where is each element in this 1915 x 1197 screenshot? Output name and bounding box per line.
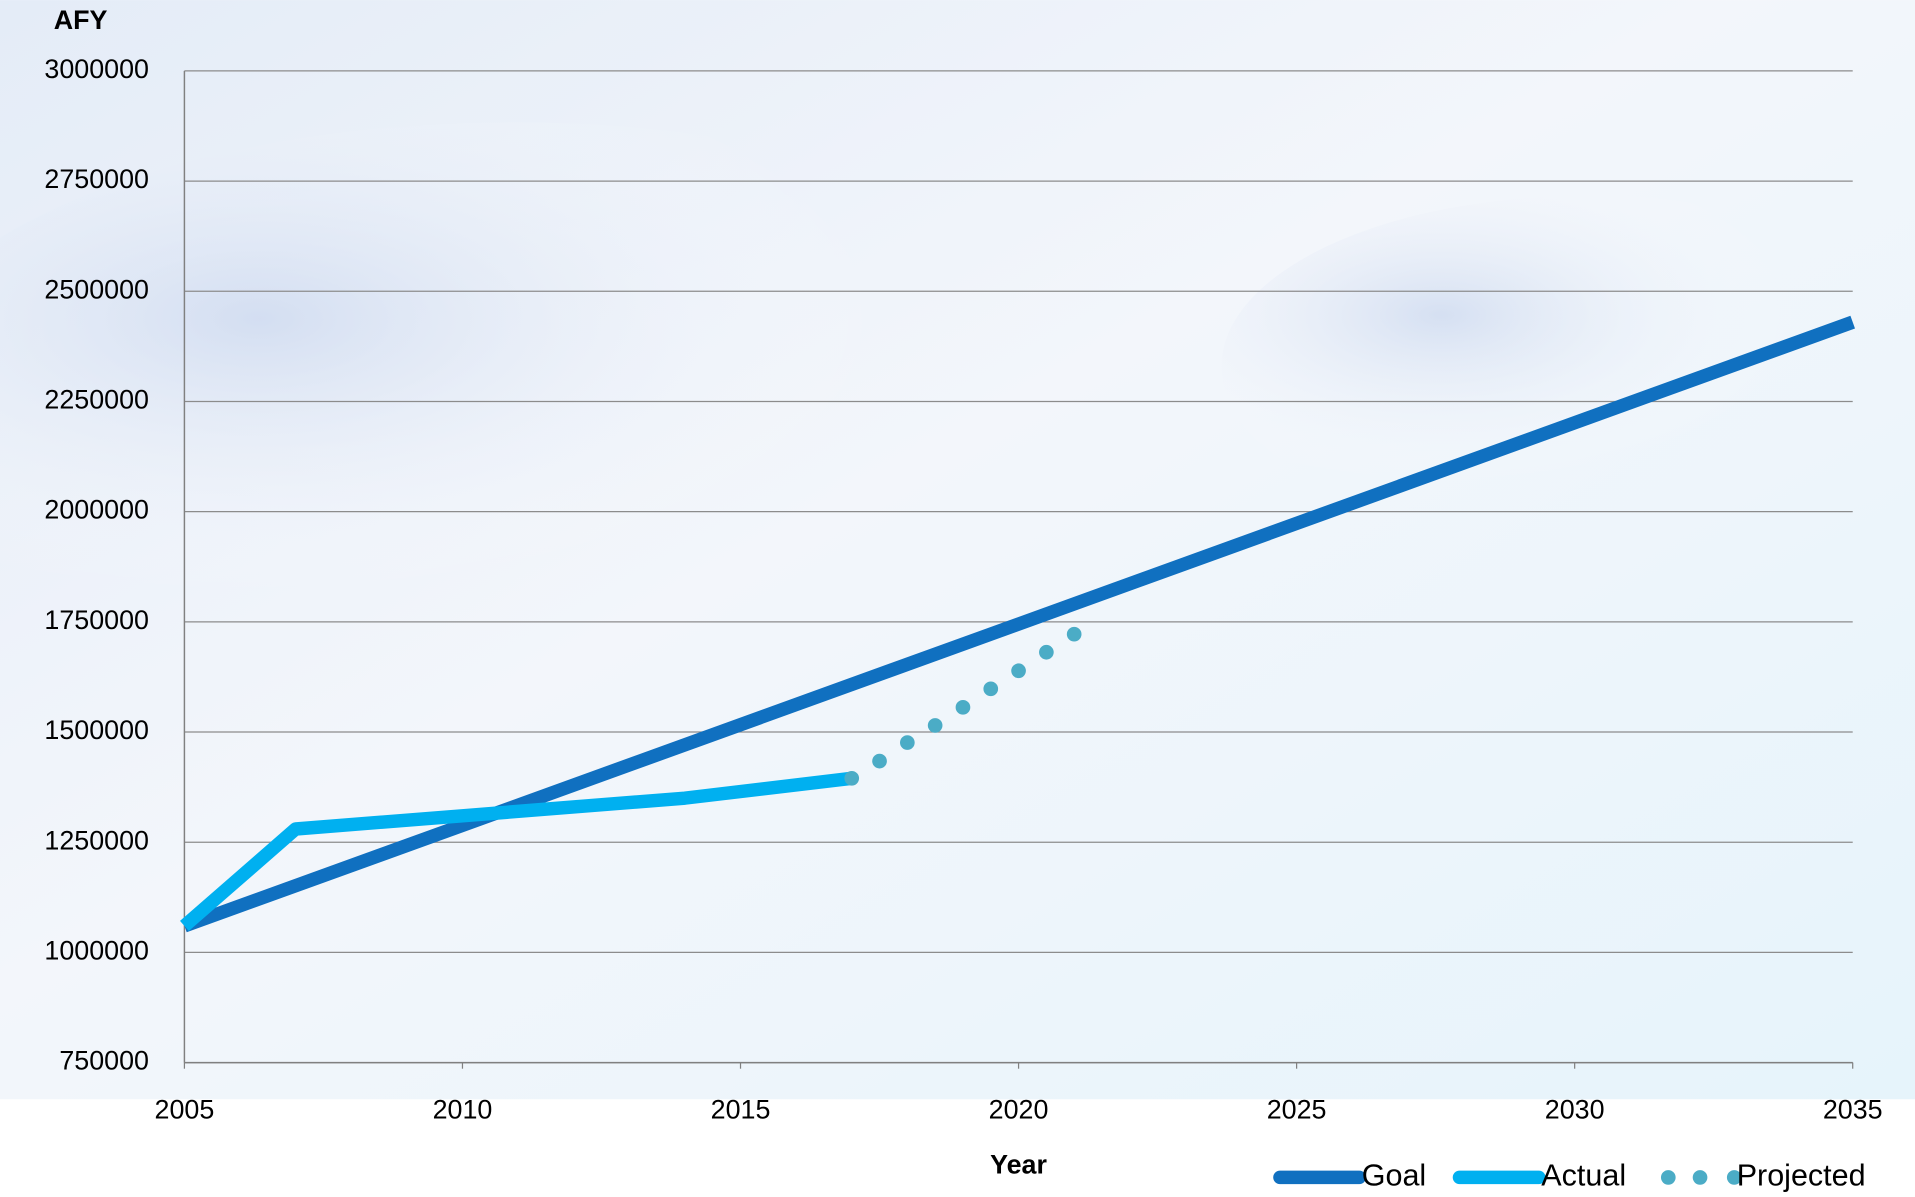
x-tick-label: 2005: [155, 1095, 215, 1125]
data-point: [1039, 644, 1054, 660]
legend-swatch: [1660, 1170, 1676, 1185]
y-tick-label: 2000000: [44, 495, 149, 525]
data-point: [844, 770, 860, 786]
data-point: [1011, 663, 1026, 679]
data-point: [1066, 626, 1082, 642]
y-tick-label: 750000: [59, 1046, 149, 1076]
legend-swatch: [1692, 1170, 1708, 1185]
legend-label: Projected: [1737, 1158, 1866, 1192]
x-tick-label: 2015: [711, 1095, 771, 1125]
x-tick-label: 2030: [1545, 1095, 1605, 1125]
y-tick-label: 1750000: [44, 605, 149, 635]
y-tick-label: 2250000: [44, 385, 149, 415]
x-tick-label: 2035: [1823, 1095, 1883, 1125]
x-tick-label: 2025: [1267, 1095, 1327, 1125]
series-line: [182, 315, 1855, 933]
data-point: [927, 718, 943, 733]
legend-swatch: [1726, 1170, 1742, 1185]
y-tick-label: 2750000: [44, 164, 149, 194]
x-axis-title: Year: [990, 1149, 1047, 1179]
grid: [183, 70, 1854, 1069]
background-splash: [0, 122, 1148, 684]
series-line: [180, 771, 853, 932]
x-tick-label: 2010: [433, 1095, 493, 1125]
y-tick-label: 1250000: [44, 825, 149, 855]
y-tick-label: 3000000: [44, 54, 149, 84]
data-point: [900, 735, 915, 750]
x-tick-label: 2020: [989, 1095, 1049, 1125]
y-axis-title: AFY: [54, 5, 108, 35]
data-point: [955, 700, 971, 715]
data-point: [872, 753, 887, 769]
y-tick-label: 2500000: [44, 274, 149, 304]
legend: Goal Actual Projected: [1273, 1158, 1866, 1192]
y-tick-label: 1000000: [44, 935, 149, 965]
y-tick-label: 1500000: [44, 715, 149, 745]
data-point: [983, 681, 999, 697]
legend-label: Goal: [1362, 1158, 1426, 1192]
background-splash: [1221, 195, 1915, 538]
plot-area: [180, 315, 1855, 933]
legend-label: Actual: [1541, 1158, 1626, 1192]
